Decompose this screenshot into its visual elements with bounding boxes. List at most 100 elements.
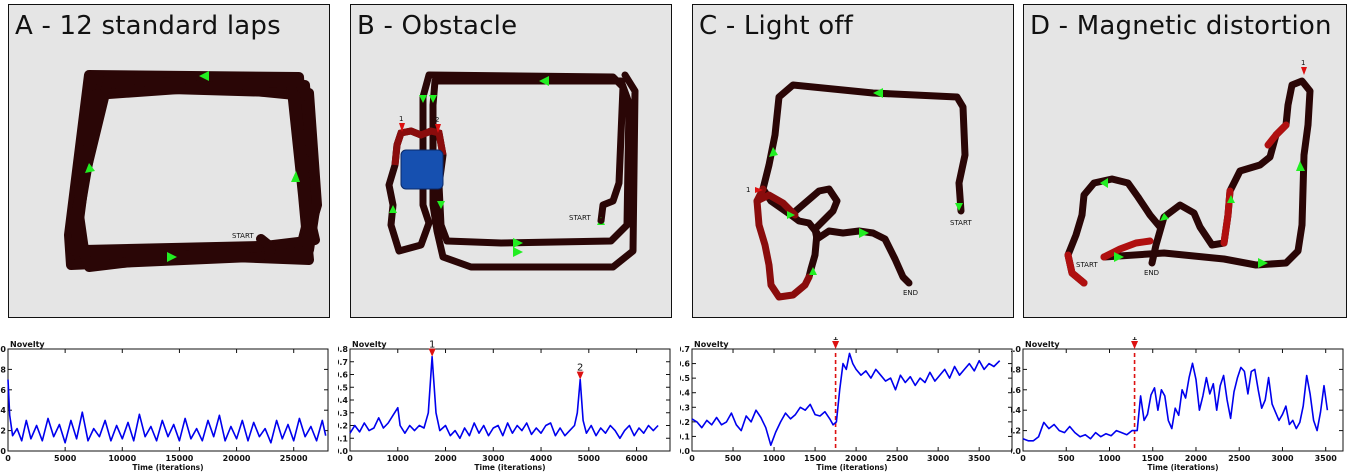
novelty-chart: 0.0 0.1 0.2 0.3 0.4 0.5 0.6 0.7 0.8 0 1000 2000 3000…: [338, 340, 671, 472]
trajectory-path: [64, 70, 322, 272]
direction-arrow-icon: [419, 95, 427, 103]
y-tick-label: 0.5: [680, 374, 690, 383]
direction-markers: [769, 88, 963, 275]
direction-markers: [1100, 161, 1305, 268]
trajectory-plot: START: [64, 70, 322, 272]
event-label: 2: [577, 363, 583, 374]
high-novelty-segment: [753, 185, 813, 301]
x-tick-label: 2000: [845, 454, 868, 463]
novelty-chart: 0.0 0.1 0.2 0.3 0.4 0.5 0.6 0.7 0 500 1000 1500 2000…: [680, 337, 1013, 472]
novelty-series-line: [691, 352, 1001, 446]
x-tick-label: 15000: [166, 454, 194, 463]
plot-frame: [691, 348, 1013, 452]
direction-arrow-icon: [167, 252, 177, 262]
x-tick-label: 3000: [482, 454, 505, 463]
x-tick-label: 0: [5, 454, 11, 463]
trajectory-path: [759, 81, 969, 287]
event-label: 1: [399, 115, 403, 123]
y-tick-label: 0.4: [1011, 406, 1021, 415]
x-axis-label: Time (iterations): [1147, 463, 1218, 472]
event-label: 1: [429, 340, 435, 351]
novelty-title: Novelty: [1025, 340, 1060, 349]
x-tick-label: 0: [347, 454, 353, 463]
event-markers: 1: [1301, 59, 1307, 75]
x-tick-label: 25000: [280, 454, 308, 463]
high-novelty-segment: [391, 127, 447, 166]
x-tick-label: 500: [1058, 454, 1075, 463]
event-arrow-icon: [832, 341, 840, 349]
start-label: START: [569, 214, 591, 222]
start-label: START: [1076, 261, 1098, 269]
x-tick-label: 10000: [108, 454, 136, 463]
y-tick-label: 0.6: [680, 360, 690, 369]
trajectory-map: 1 2 START B - Obstacle: [350, 4, 672, 318]
x-axis-label: Time (iterations): [132, 463, 203, 472]
x-axis-label: Time (iterations): [474, 463, 545, 472]
novelty-title: Novelty: [694, 340, 729, 349]
event-markers: 1: [746, 186, 763, 194]
event-label: 1: [832, 337, 838, 343]
y-tick-label: 0.6: [0, 386, 6, 395]
direction-arrow-icon: [787, 211, 795, 219]
direction-arrow-icon: [1114, 252, 1124, 262]
direction-arrow-icon: [809, 267, 817, 275]
plot-frame: [7, 348, 329, 452]
direction-markers: [389, 76, 605, 257]
end-label: END: [1144, 269, 1159, 277]
direction-arrow-icon: [291, 171, 300, 182]
x-tick-label: 1000: [1098, 454, 1121, 463]
trajectory-map: START A - 12 standard laps: [8, 4, 330, 318]
plot-frame: [1022, 348, 1344, 452]
y-tick-label: 0.1: [680, 432, 690, 441]
direction-arrow-icon: [1227, 195, 1235, 203]
y-tick-label: 0.8: [0, 365, 6, 374]
x-tick-label: 0: [689, 454, 695, 463]
y-tick-label: 0.3: [338, 409, 348, 418]
x-tick-label: 3000: [927, 454, 950, 463]
direction-arrow-icon: [389, 205, 397, 213]
novelty-series-line: [349, 355, 659, 440]
trajectory-plot: 1 START END: [746, 81, 972, 301]
panel-title: A - 12 standard laps: [15, 11, 281, 41]
y-tick-label: 0.1: [338, 434, 348, 443]
y-tick-label: 0.2: [0, 427, 6, 436]
direction-arrow-icon: [539, 76, 549, 86]
y-tick-label: 0.6: [338, 371, 348, 380]
novelty-chart: 0.0 0.2 0.4 0.6 0.8 1.0 0 5000 10000 15000 20000 25…: [0, 340, 329, 472]
x-tick-label: 1000: [763, 454, 786, 463]
y-tick-label: 0.4: [0, 406, 6, 415]
panel-title: C - Light off: [699, 11, 854, 41]
event-arrow-icon: [399, 123, 405, 132]
high-novelty-segment: [1064, 121, 1290, 287]
event-arrow-icon: [428, 348, 436, 357]
direction-arrow-icon: [85, 163, 95, 173]
x-tick-label: 1500: [1142, 454, 1165, 463]
x-tick-label: 3000: [1271, 454, 1294, 463]
event-arrow-icon: [435, 124, 441, 133]
start-point: [598, 218, 604, 224]
y-tick-label: 0.8: [1011, 365, 1021, 374]
event-label: 1: [746, 186, 750, 194]
y-tick-label: 0.0: [1011, 447, 1021, 456]
x-tick-label: 5000: [54, 454, 77, 463]
y-tick-label: 0.2: [680, 418, 690, 427]
x-tick-label: 6000: [625, 454, 648, 463]
x-tick-label: 2000: [434, 454, 457, 463]
y-tick-label: 0.0: [338, 447, 348, 456]
y-tick-label: 0.8: [338, 345, 348, 354]
start-label: START: [950, 219, 972, 227]
y-tick-label: 0.7: [338, 358, 348, 367]
x-tick-label: 2500: [1228, 454, 1251, 463]
trajectory-map: 1 START END C - Light off: [692, 4, 1014, 318]
x-tick-label: 1000: [387, 454, 410, 463]
direction-arrow-icon: [1258, 258, 1268, 268]
direction-arrow-icon: [437, 201, 445, 209]
y-tick-label: 0.2: [338, 422, 348, 431]
event-label: 2: [435, 116, 439, 124]
y-tick-label: 0.0: [0, 447, 6, 456]
start-label: START: [232, 232, 254, 240]
direction-markers: [85, 71, 300, 262]
x-tick-label: 2500: [886, 454, 909, 463]
direction-arrow-icon: [513, 247, 523, 257]
panel-title: B - Obstacle: [357, 11, 518, 41]
